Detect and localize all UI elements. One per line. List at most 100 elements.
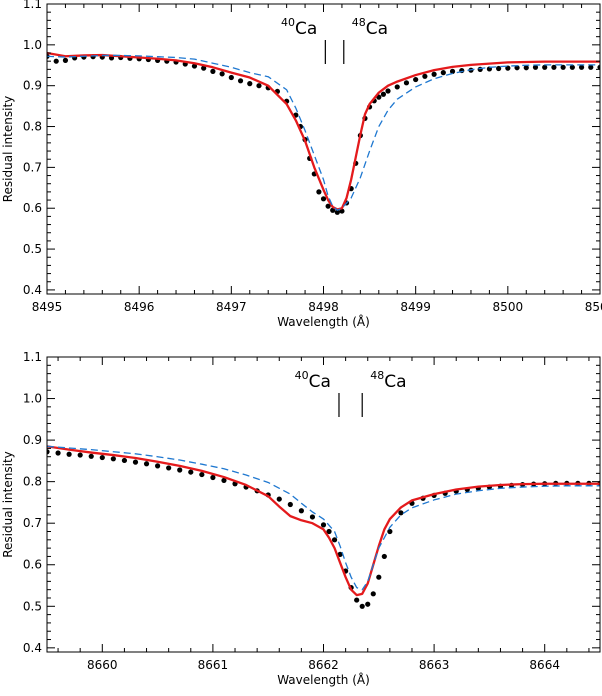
data-point [597, 64, 600, 70]
data-point [326, 528, 332, 535]
data-point [191, 63, 198, 69]
isotope-element: Ca [366, 19, 388, 39]
data-point [403, 80, 410, 86]
data-point [228, 74, 234, 81]
x-tick-label: 8664 [529, 658, 560, 672]
data-point [66, 451, 72, 457]
data-point [221, 477, 227, 484]
isotope-label-40Ca: 40Ca [281, 16, 317, 39]
y-tick-label: 0.5 [23, 242, 42, 256]
data-point [298, 508, 304, 514]
data-point [385, 88, 391, 94]
data-point [201, 65, 207, 71]
data-point [320, 522, 327, 528]
data-point [55, 450, 61, 456]
isotope-mass: 48 [370, 369, 384, 382]
data-point [166, 465, 172, 471]
data-point [380, 91, 387, 97]
chart-panel-1: 8495 8496 8497 8498 8499 8500 8501 0.4 0.5 0.6 0.7… [1, 0, 602, 329]
plot-area [47, 51, 600, 215]
data-point [431, 71, 437, 77]
isotope-element: Ca [384, 372, 406, 392]
x-tick-label: 8663 [419, 658, 450, 672]
y-axis-label: Residual intensity [1, 451, 15, 558]
y-tick-label: 1.0 [23, 392, 42, 406]
x-axis-label: Wavelength (Å) [277, 672, 370, 687]
data-point [331, 537, 338, 543]
data-point [398, 510, 404, 516]
plot-area [47, 445, 600, 609]
plot-frame [46, 3, 601, 295]
data-point [320, 196, 327, 202]
data-point [365, 601, 371, 607]
isotope-label-48Ca: 48Ca [352, 16, 388, 39]
data-point [155, 463, 161, 469]
data-point [316, 189, 322, 195]
chart-panel-2: 8660 8661 8662 8663 8664 0.4 0.5 0.6 0.7 0.8 0.9 1.… [1, 350, 601, 687]
data-point [578, 64, 585, 70]
data-point [143, 461, 150, 467]
isotope-mass: 48 [352, 16, 366, 29]
data-point [256, 83, 262, 89]
x-tick-label: 8496 [124, 300, 155, 314]
data-point [422, 73, 428, 79]
data-point [210, 68, 216, 74]
y-tick-label: 0.7 [23, 160, 42, 174]
isotope-mass: 40 [281, 16, 295, 29]
isotope-mass: 40 [295, 369, 309, 382]
data-point [110, 456, 116, 462]
data-point [496, 65, 502, 72]
y-tick-label: 1.1 [23, 0, 42, 11]
data-point [505, 65, 511, 71]
y-axis-label: Residual intensity [1, 96, 15, 203]
data-point [219, 71, 225, 77]
y-tick-label: 1.0 [23, 38, 42, 52]
y-tick-label: 0.4 [23, 283, 42, 297]
isotope-element: Ca [309, 372, 331, 392]
isotope-label-48Ca: 48Ca [370, 369, 406, 392]
data-point [394, 84, 400, 90]
data-point [337, 551, 343, 557]
y-tick-label: 0.4 [23, 641, 42, 655]
data-point [247, 81, 253, 87]
data-point [132, 459, 139, 465]
data-point [99, 454, 105, 461]
x-tick-label: 8499 [400, 300, 431, 314]
data-point [551, 64, 557, 70]
y-tick-label: 0.8 [23, 475, 42, 489]
data-point [588, 64, 594, 70]
data-point [514, 65, 520, 71]
data-point [339, 208, 345, 214]
plot-frame [46, 356, 601, 653]
x-tick-label: 8495 [32, 300, 63, 314]
y-tick-label: 0.5 [23, 599, 42, 613]
x-tick-label: 8501 [585, 300, 602, 314]
data-point [53, 58, 59, 64]
data-point [560, 64, 566, 70]
data-point [325, 203, 331, 209]
x-tick-label: 8660 [87, 658, 118, 672]
x-tick-label: 8661 [198, 658, 229, 672]
data-point [77, 452, 83, 458]
data-point [210, 474, 216, 481]
x-tick-label: 8497 [216, 300, 247, 314]
series-solid-line [47, 51, 600, 211]
data-point [569, 64, 575, 70]
y-tick-label: 0.9 [23, 433, 42, 447]
y-tick-label: 1.1 [23, 350, 42, 364]
y-tick-label: 0.6 [23, 201, 42, 215]
data-point [440, 70, 446, 76]
data-point [413, 76, 419, 83]
data-point [449, 68, 456, 74]
data-point [370, 591, 376, 597]
x-tick-label: 8500 [493, 300, 524, 314]
x-tick-label: 8662 [308, 658, 339, 672]
x-tick-label: 8498 [308, 300, 339, 314]
y-tick-label: 0.7 [23, 516, 42, 530]
data-point [177, 467, 183, 473]
series-solid-line [47, 445, 600, 597]
data-point [199, 471, 205, 478]
data-point [237, 78, 244, 84]
data-point [387, 528, 393, 535]
